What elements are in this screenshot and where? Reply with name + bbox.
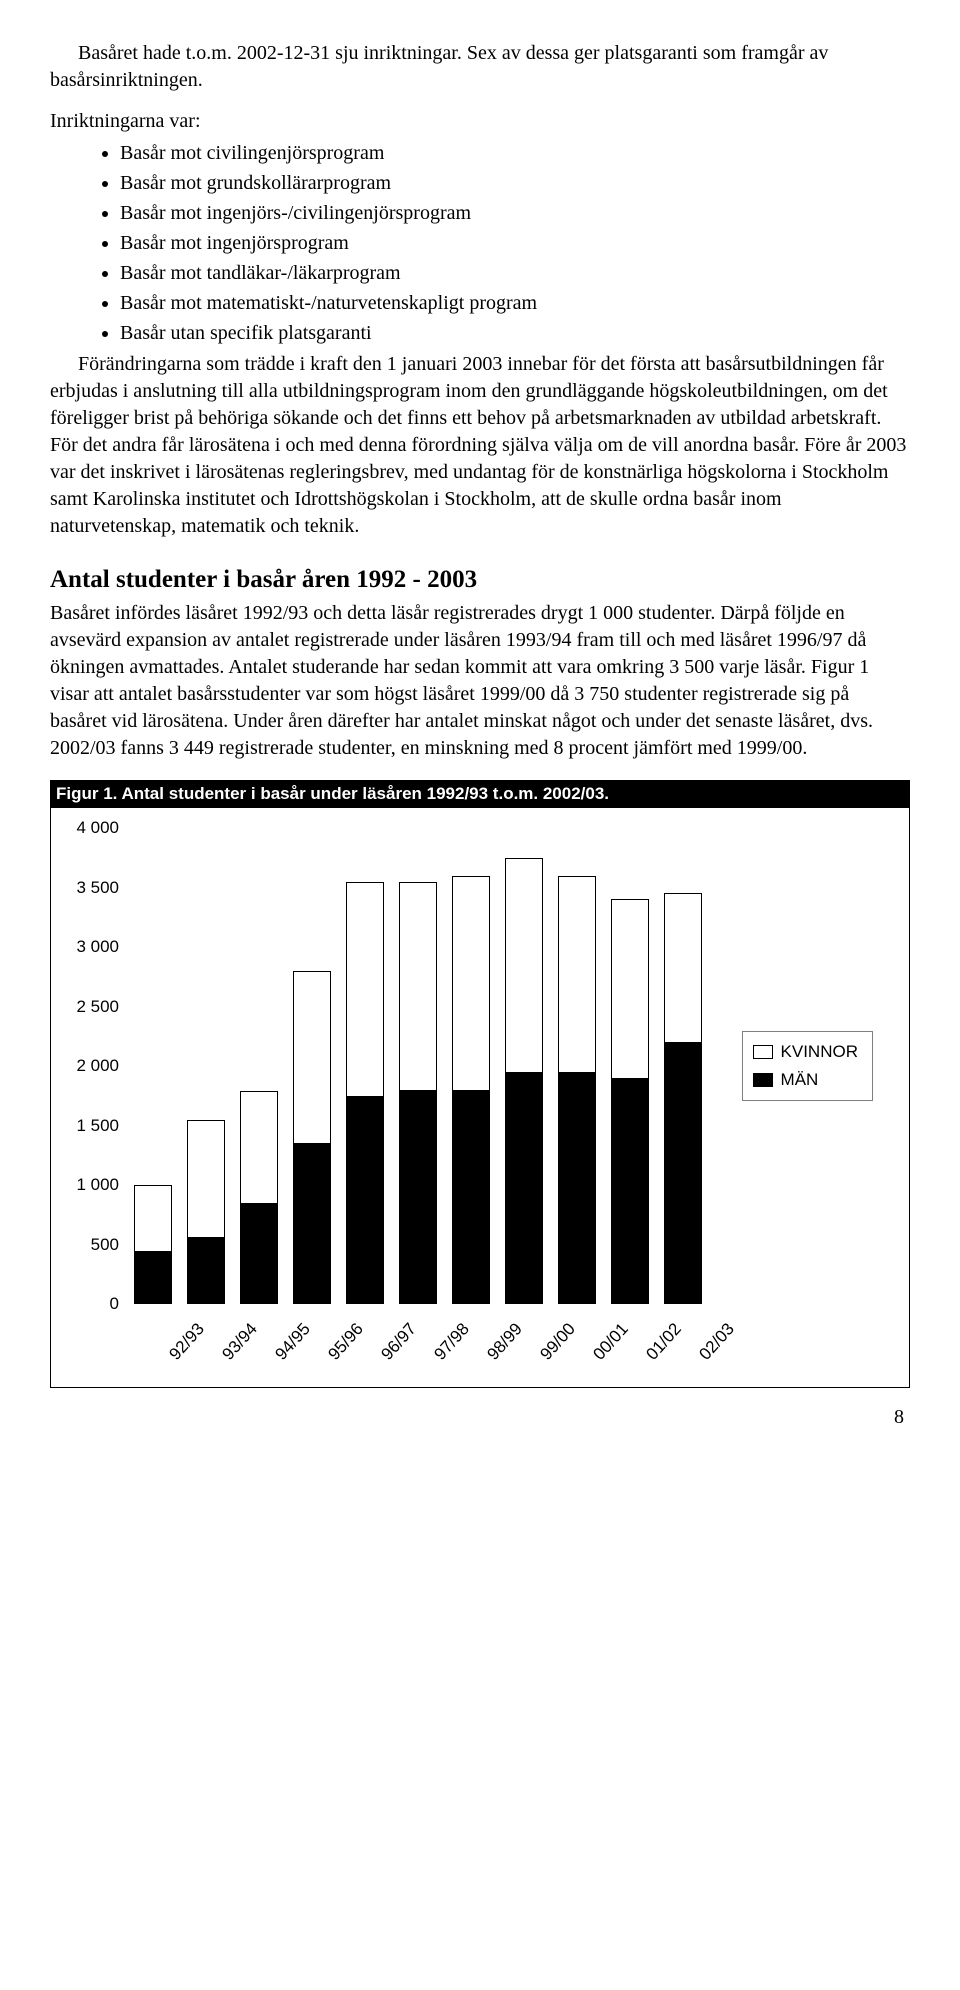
bar-segment-women [399,882,437,1090]
bar-segment-men [505,1072,543,1304]
y-tick-label: 4 000 [76,818,119,838]
y-tick-label: 1 000 [76,1175,119,1195]
bar-group [611,828,649,1304]
legend-swatch-women [753,1045,773,1059]
bar-segment-men [452,1090,490,1304]
legend-swatch-men [753,1073,773,1087]
list-item: Basår mot matematiskt-/naturvetenskaplig… [120,289,910,317]
bar-group [558,828,596,1304]
bar-group [346,828,384,1304]
y-tick-label: 3 500 [76,878,119,898]
y-tick-label: 1 500 [76,1116,119,1136]
list-item: Basår mot ingenjörsprogram [120,229,910,257]
legend-label-women: KVINNOR [781,1042,858,1062]
bar-group [399,828,437,1304]
bar-segment-men [134,1251,172,1305]
bar-group [505,828,543,1304]
y-tick-label: 2 500 [76,997,119,1017]
plot-area [123,828,713,1304]
bar-segment-women [558,876,596,1072]
bar-segment-men [558,1072,596,1304]
bar-segment-women [187,1120,225,1238]
y-tick-label: 0 [110,1294,119,1314]
figure-caption: Figur 1. Antal studenter i basår under l… [50,780,910,808]
bar-segment-men [187,1237,225,1304]
y-tick-label: 3 000 [76,937,119,957]
list-item: Basår mot ingenjörs-/civilingenjörsprogr… [120,199,910,227]
y-axis: 4 0003 5003 0002 5002 0001 5001 0005000 [69,828,123,1304]
bar-group [293,828,331,1304]
intro-paragraph-1: Basåret hade t.o.m. 2002-12-31 sju inrik… [50,40,910,94]
bar-segment-women [611,899,649,1078]
intro-paragraph-2: Förändringarna som trädde i kraft den 1 … [50,351,910,540]
bar-segment-men [240,1203,278,1304]
legend-label-men: MÄN [781,1070,819,1090]
bar-segment-men [346,1096,384,1304]
bar-group [240,828,278,1304]
bar-segment-women [293,971,331,1144]
bar-segment-men [611,1078,649,1304]
bar-segment-men [399,1090,437,1304]
legend-row-women: KVINNOR [753,1038,858,1066]
bar-group [134,828,172,1304]
chart-legend: KVINNOR MÄN [742,1031,873,1101]
bar-segment-women [664,893,702,1042]
chart-container: 4 0003 5003 0002 5002 0001 5001 0005000 … [50,808,910,1388]
legend-row-men: MÄN [753,1066,858,1094]
page-number: 8 [50,1406,910,1429]
bar-segment-men [664,1042,702,1304]
intro-lead: Inriktningarna var: [50,108,910,135]
bullet-list: Basår mot civilingenjörsprogram Basår mo… [50,139,910,347]
bar-group [452,828,490,1304]
x-axis: 92/9393/9494/9595/9696/9797/9898/9999/00… [123,1304,713,1369]
bar-segment-women [240,1091,278,1203]
y-tick-label: 500 [91,1235,119,1255]
bar-segment-women [505,858,543,1072]
bar-group [664,828,702,1304]
list-item: Basår mot grundskollärarprogram [120,169,910,197]
list-item: Basår mot civilingenjörsprogram [120,139,910,167]
bar-segment-women [452,876,490,1090]
section-heading: Antal studenter i basår åren 1992 - 2003 [50,566,910,594]
list-item: Basår utan specifik platsgaranti [120,319,910,347]
bar-segment-men [293,1143,331,1304]
list-item: Basår mot tandläkar-/läkarprogram [120,259,910,287]
y-tick-label: 2 000 [76,1056,119,1076]
bar-group [187,828,225,1304]
x-tick-label: 02/03 [674,1304,748,1376]
bar-segment-women [346,882,384,1096]
section2-paragraph-1: Basåret infördes läsåret 1992/93 och det… [50,600,910,762]
bar-segment-women [134,1185,172,1250]
